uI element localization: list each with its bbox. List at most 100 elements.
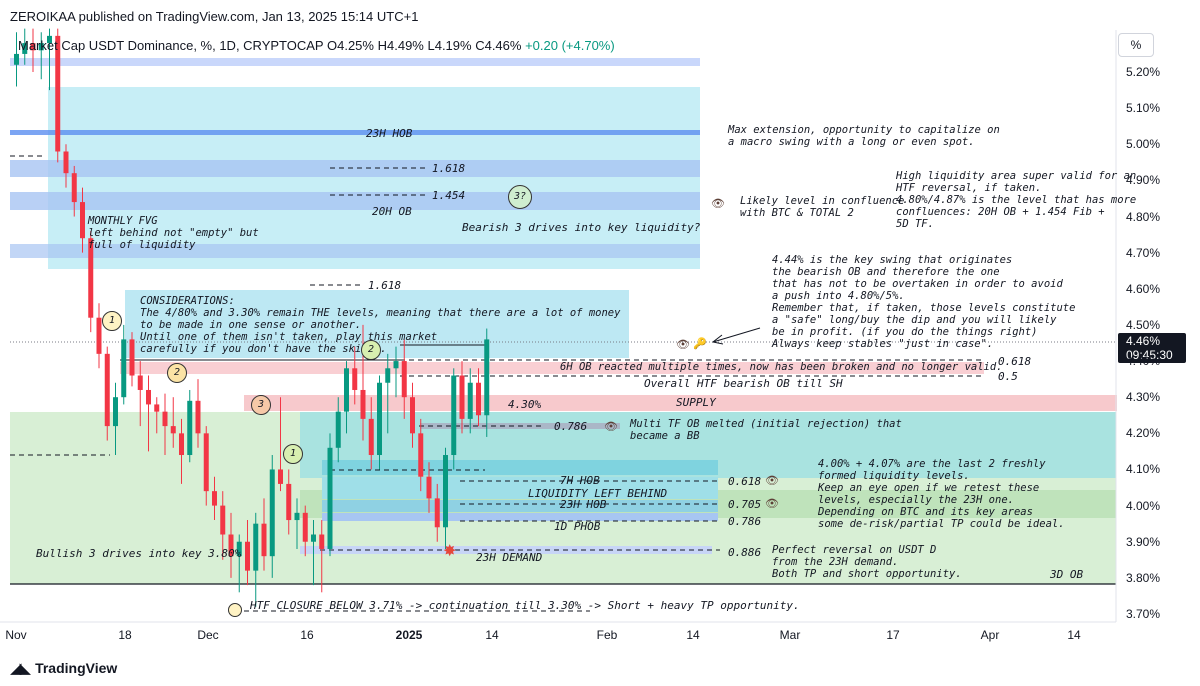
candle-body [360,389,366,419]
candle-body [55,35,61,152]
y-tick-label: 4.40% [1126,354,1161,369]
candle-body [459,375,465,419]
label-high-liquidity: High liquidity area super valid for an H… [896,170,1137,230]
scale-unit-button[interactable]: % [1118,33,1154,57]
label-3d-ob: 3D OB [1050,568,1084,581]
label-23h-hob: 23H HOB [366,127,413,140]
circle-2a: 2 [167,363,187,383]
label-liquidity-left: LIQUIDITY LEFT BEHIND [528,487,668,500]
label-considerations: CONSIDERATIONS: The 4/80% and 3.30% rema… [140,295,621,355]
phob-1d-zone [322,513,718,521]
ohlc-low: L4.19% [427,38,472,53]
y-tick-label: 4.60% [1126,281,1161,296]
candle-body [203,433,209,492]
label-htf-closure: HTF CLOSURE BELOW 3.71% -> continuation … [250,599,800,612]
eye-icon: 👁 [765,498,779,510]
hob-7h-zone [322,460,718,475]
candle-body [162,411,168,427]
ob-20h-band [10,192,700,210]
ob-band-c [10,244,700,258]
label-7h-hob: 7H HOB [560,474,600,487]
candle-body [352,368,358,390]
candle-body [302,512,308,542]
ohlc-open: O4.25% [327,38,374,53]
candle-body [476,382,481,416]
candle-body [30,43,36,51]
label-fib-0618: 0.618 [998,355,1032,368]
ohlc-close: C4.46% [475,38,522,53]
eye-icon: 👁 [711,198,725,210]
candle-body [38,43,44,51]
ob-band-a [10,160,700,177]
y-tick-label: 3.70% [1126,607,1161,621]
candle-body [63,151,69,174]
label-perfect-reversal: Perfect reversal on USDT D from the 23H … [772,544,962,580]
candles-layer [14,28,490,607]
tradingview-logo[interactable]: ◢◣ TradingView [10,659,117,677]
candle-body [484,339,490,416]
x-tick-label: 16 [300,628,314,642]
candle-body [410,397,415,434]
candle-body [187,400,193,456]
y-tick-label: 4.90% [1126,173,1161,188]
eye-icon: 👁 [604,421,618,433]
current-price-tag: 4.46% 09:45:30 [1118,333,1186,363]
key-icon: 🔑 [693,338,707,350]
candle-body [401,361,407,398]
candle-body [261,523,267,557]
chart-legend: Market Cap USDT Dominance, %, 1D, CRYPTO… [18,38,615,53]
zones-layer [10,58,1117,585]
candle-body [294,512,300,521]
demand-23h-band [300,546,712,554]
eye-icon: 👁 [765,475,779,487]
label-supply: SUPPLY [676,396,716,409]
candle-body [129,339,135,376]
candle-body [286,483,292,521]
candle-body [443,455,448,528]
circle-bottom [228,603,242,617]
label-fib-1618-top: 1.618 [432,162,466,175]
candle-body [434,498,440,528]
candle-body [47,35,52,44]
top-ob-stripe [10,58,700,66]
candle-body [228,534,234,557]
y-tick-label: 4.10% [1126,462,1161,477]
label-max-extension: Max extension, opportunity to capitalize… [728,124,1000,148]
y-tick-label: 4.30% [1126,390,1161,405]
x-tick-label: 14 [1067,628,1081,642]
candle-body [335,411,341,448]
candle-body [245,541,250,571]
candle-body [113,397,118,427]
circle-3a: 3 [251,395,271,415]
price-tag-value: 4.46% [1126,334,1161,348]
ohlc-high: H4.49% [377,38,424,53]
candle-body [71,173,77,203]
label-fib-0886: 0.886 [728,546,762,559]
y-tick-label: 5.10% [1126,101,1161,116]
x-tick-label: 18 [118,628,132,642]
label-6h-ob: 6H OB reacted multiple times, now has be… [560,361,1003,373]
symbol-title[interactable]: Market Cap USDT Dominance, %, 1D, CRYPTO… [18,38,324,53]
candle-body [467,382,473,419]
label-monthly-fvg: MONTHLY FVG left behind not "empty" but … [88,215,259,251]
candle-body [195,400,201,434]
demand-star-icon: ✸ [443,543,456,560]
candle-body [236,541,242,557]
label-bullish-3-drives: Bullish 3 drives into key 3.80% [36,547,242,560]
monthly-fvg-zone [48,87,700,269]
label-htf-bearish-ob: Overall HTF bearish OB till SH [644,377,843,390]
candle-body [88,238,94,318]
arrow-annotation [711,327,761,345]
x-tick-label: 2025 [395,628,423,642]
label-multi-tf-ob: Multi TF OB melted (initial rejection) t… [630,418,902,442]
candle-body [121,339,127,398]
candle-body [137,375,143,390]
publish-info: ZEROIKAA published on TradingView.com, J… [10,9,419,24]
label-23h-hob-low: 23H HOB [560,498,607,511]
label-1d-phob: 1D PHOB [554,520,601,533]
circle-1b: 1 [283,444,303,464]
x-tick-label: Apr [980,628,1000,642]
label-23h-demand: 23H DEMAND [476,551,543,564]
label-fib-0786-low: 0.786 [728,515,762,528]
